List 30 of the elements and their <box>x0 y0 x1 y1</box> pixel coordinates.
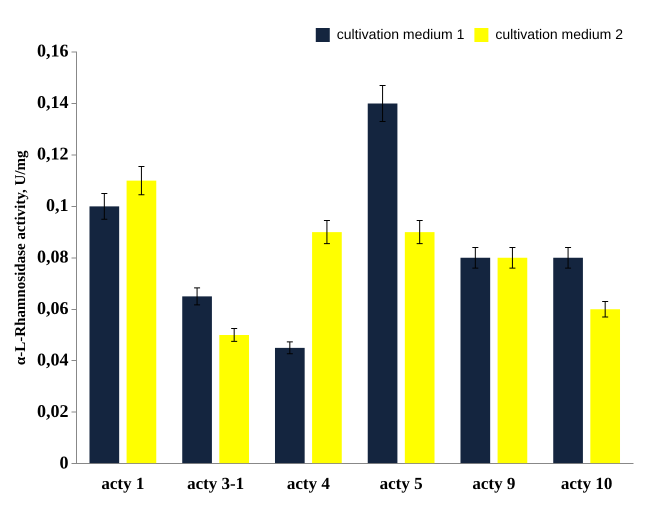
y-tick-label: 0,12 <box>37 144 68 164</box>
y-tick-label: 0,1 <box>46 195 68 216</box>
y-tick-label: 0 <box>60 452 68 472</box>
bar <box>498 258 528 464</box>
x-tick-label: acty 9 <box>472 474 516 494</box>
bar <box>182 296 212 464</box>
bar <box>368 103 398 464</box>
bar <box>404 232 435 464</box>
bar <box>553 258 583 464</box>
y-tick-label: 0,02 <box>37 400 68 421</box>
y-axis-title: α-L-Rhamnosidase activity, U/mg <box>12 150 29 366</box>
y-tick-label: 0,16 <box>37 40 68 61</box>
y-tick-label: 0,08 <box>37 246 68 266</box>
legend-label: cultivation medium 2 <box>495 26 624 42</box>
bar <box>590 309 620 464</box>
y-tick-label: 0,06 <box>37 298 68 318</box>
x-tick-label: acty 1 <box>101 474 144 494</box>
bar <box>312 232 342 464</box>
x-tick-label: acty 4 <box>286 474 330 494</box>
bar <box>460 258 490 464</box>
y-tick-label: 0,04 <box>37 349 68 370</box>
bar <box>274 348 305 464</box>
y-tick-label: 0,14 <box>37 92 68 112</box>
bar <box>126 180 156 464</box>
x-tick-label: acty 5 <box>380 474 423 494</box>
x-tick-label: acty 10 <box>560 474 612 494</box>
legend-label: cultivation medium 1 <box>336 26 465 42</box>
x-tick-label: acty 3-1 <box>187 474 244 494</box>
bar <box>89 206 120 464</box>
bar <box>219 334 250 464</box>
